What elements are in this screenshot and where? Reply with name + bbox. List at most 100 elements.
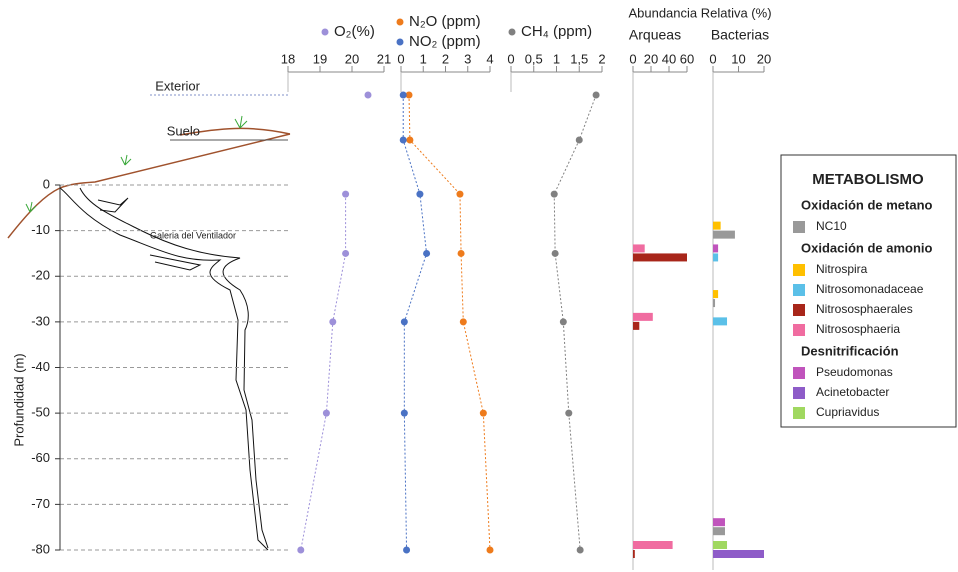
x1-tick-label: 3 [464, 51, 471, 66]
series-name: CH₄ (ppm) [521, 23, 592, 40]
legend-label: Nitrosomonadaceae [816, 282, 924, 296]
series-name: NO₂ (ppm) [409, 33, 481, 50]
point [297, 547, 304, 554]
y-tick-label: -80 [31, 541, 50, 556]
bar [713, 541, 727, 549]
legend-group: Desnitrificación [801, 343, 899, 358]
legend-swatch [793, 221, 805, 233]
cave-drawing [8, 116, 290, 550]
bar [713, 550, 764, 558]
bar0-tick-label: 40 [662, 51, 676, 66]
point [480, 410, 487, 417]
legend-title: METABOLISMO [812, 171, 924, 188]
y-tick-label: 0 [43, 176, 50, 191]
series-name: N₂O (ppm) [409, 13, 481, 30]
sample-label: Exterior [155, 78, 200, 93]
y-axis-label: Profundidad (m) [11, 353, 26, 446]
bar [713, 222, 721, 230]
legend-dot [397, 19, 404, 26]
chart: Galeria del Ventilador Profundidad (m) A… [0, 0, 958, 572]
bar [633, 550, 635, 558]
bar [633, 313, 653, 321]
legend-group: Oxidación de amonio [801, 240, 933, 255]
bar [633, 244, 645, 252]
legend-swatch [793, 387, 805, 399]
point [458, 250, 465, 257]
bar1-tick-label: 10 [731, 51, 745, 66]
point [401, 318, 408, 325]
y-tick-label: -60 [31, 450, 50, 465]
legend-dot [322, 29, 329, 36]
x2-tick-label: 2 [598, 51, 605, 66]
bar-title: Abundancia Relativa (%) [628, 5, 771, 20]
point [323, 410, 330, 417]
x2-tick-label: 1 [553, 51, 560, 66]
point [565, 410, 572, 417]
point [416, 191, 423, 198]
series-line [409, 95, 490, 550]
legend-dot [397, 39, 404, 46]
bar [713, 317, 727, 325]
y-tick-label: -50 [31, 405, 50, 420]
legend-swatch [793, 284, 805, 296]
legend-group: Oxidación de metano [801, 197, 933, 212]
point [406, 137, 413, 144]
bar [713, 518, 725, 526]
legend-label: Nitrospira [816, 262, 868, 276]
x1-tick-label: 4 [486, 51, 493, 66]
point [365, 92, 372, 99]
bar1-tick-label: 20 [757, 51, 771, 66]
point [400, 92, 407, 99]
point [401, 410, 408, 417]
point [329, 318, 336, 325]
x1-tick-label: 2 [442, 51, 449, 66]
x2-tick-label: 0,5 [525, 51, 543, 66]
point [576, 137, 583, 144]
y-tick-label: -30 [31, 313, 50, 328]
bar0-tick-label: 60 [680, 51, 694, 66]
bar [633, 253, 687, 261]
bar1-tick-label: 0 [709, 51, 716, 66]
bar [713, 253, 718, 261]
point [487, 547, 494, 554]
bar [713, 299, 715, 307]
legend-label: Cupriavidus [816, 405, 879, 419]
x0-tick-label: 18 [281, 51, 295, 66]
point [560, 318, 567, 325]
bar0-tick-label: 0 [629, 51, 636, 66]
series-line [301, 194, 346, 550]
point [403, 547, 410, 554]
point [400, 137, 407, 144]
point [577, 547, 584, 554]
x0-tick-label: 21 [377, 51, 391, 66]
legend-label: Nitrososphaerales [816, 302, 913, 316]
point [551, 191, 558, 198]
y-tick-label: -40 [31, 359, 50, 374]
x0-tick-label: 20 [345, 51, 359, 66]
legend-dot [509, 29, 516, 36]
y-tick-label: -20 [31, 268, 50, 283]
bar [713, 290, 718, 298]
x1-tick-label: 0 [397, 51, 404, 66]
x1-tick-label: 1 [420, 51, 427, 66]
series-name: O₂(%) [334, 23, 375, 40]
bar [713, 231, 735, 239]
panel-title: Bacterias [711, 27, 769, 43]
y-tick-label: -10 [31, 222, 50, 237]
x2-tick-label: 1,5 [570, 51, 588, 66]
x2-tick-label: 0 [507, 51, 514, 66]
legend-swatch [793, 407, 805, 419]
bar0-tick-label: 20 [644, 51, 658, 66]
legend-swatch [793, 304, 805, 316]
legend-label: Nitrososphaeria [816, 322, 900, 336]
x0-tick-label: 19 [313, 51, 327, 66]
bar [713, 527, 725, 535]
point [423, 250, 430, 257]
point [593, 92, 600, 99]
point [342, 250, 349, 257]
bar [633, 541, 673, 549]
sample-label: Suelo [167, 123, 200, 138]
legend-swatch [793, 264, 805, 276]
point [342, 191, 349, 198]
annotation: Galeria del Ventilador [150, 230, 236, 240]
